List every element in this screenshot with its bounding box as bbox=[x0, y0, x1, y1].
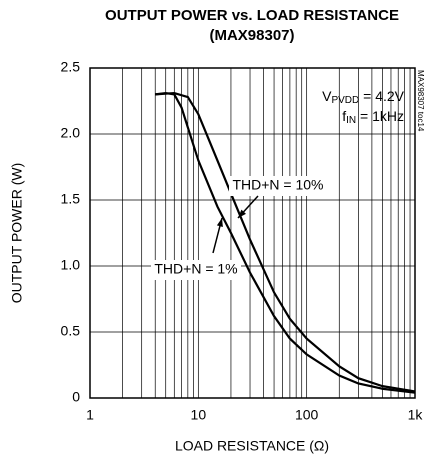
cond-f-rest: = 1kHz bbox=[356, 108, 404, 124]
y-tick-label: 0 bbox=[72, 389, 80, 405]
x-axis-label: LOAD RESISTANCE (Ω) bbox=[175, 438, 329, 454]
y-tick-label: 1.5 bbox=[61, 191, 81, 207]
series-line bbox=[155, 91, 416, 394]
cond-f: f bbox=[342, 108, 346, 124]
arrow-head bbox=[238, 209, 246, 218]
arrow-head bbox=[216, 218, 223, 227]
side-note: MAX98307 toc14 bbox=[416, 70, 425, 132]
y-tick-label: 1.0 bbox=[61, 257, 81, 273]
cond-v: V bbox=[322, 88, 332, 104]
x-tick-label: 1k bbox=[408, 407, 424, 423]
series-label: THD+N = 1% bbox=[154, 261, 237, 277]
chart-title: OUTPUT POWER vs. LOAD RESISTANCE bbox=[105, 7, 399, 24]
y-tick-label: 2.5 bbox=[61, 59, 81, 75]
condition-voltage: VPVDD = 4.2V bbox=[322, 88, 405, 106]
x-tick-label: 100 bbox=[295, 407, 319, 423]
label-bg bbox=[151, 260, 241, 280]
series-line bbox=[155, 91, 416, 393]
series-label: THD+N = 10% bbox=[232, 177, 323, 193]
label-bg bbox=[229, 176, 327, 196]
x-tick-label: 1 bbox=[86, 407, 94, 423]
condition-frequency: fIN = 1kHz bbox=[342, 108, 404, 126]
y-tick-label: 2.0 bbox=[61, 125, 81, 141]
y-axis-label: OUTPUT POWER (W) bbox=[9, 163, 25, 304]
chart-subtitle: (MAX98307) bbox=[209, 27, 294, 44]
x-tick-label: 10 bbox=[191, 407, 207, 423]
cond-v-rest: = 4.2V bbox=[359, 88, 404, 104]
y-tick-label: 0.5 bbox=[61, 323, 81, 339]
cond-v-sub: PVDD bbox=[331, 95, 359, 106]
cond-f-sub: IN bbox=[346, 115, 356, 126]
plot-frame bbox=[89, 67, 416, 399]
